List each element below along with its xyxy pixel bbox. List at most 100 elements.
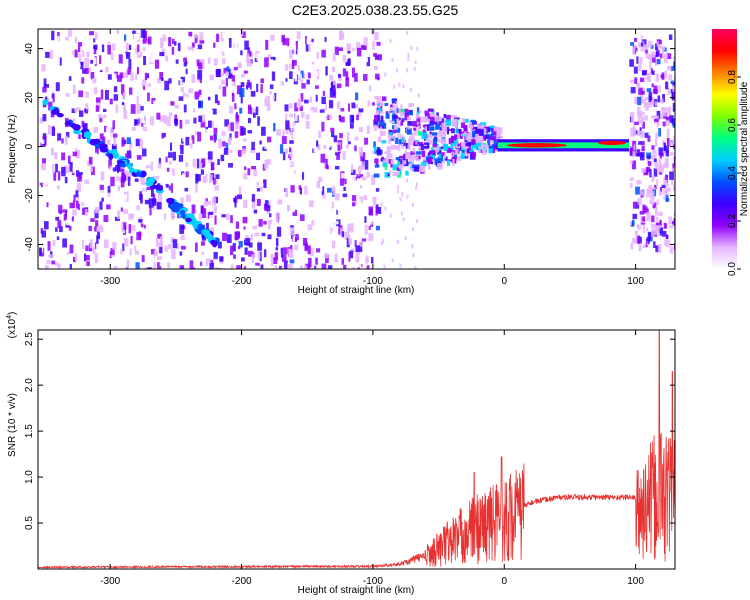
spectrogram-cell [57,133,62,142]
spectrogram-cell [425,126,428,132]
spectrogram-cell [125,153,129,158]
spectrogram-cell [239,87,245,98]
spectrogram-cell [396,68,399,73]
spectrogram-cell [352,202,356,207]
spectrogram-cell [265,205,271,212]
spectrogram-cell [640,130,645,139]
spectrogram-cell [158,157,161,165]
spectrogram-cell [373,52,377,57]
spectrogram-cell [429,154,436,161]
spectrogram-cell [493,135,497,141]
spectrogram-cell [359,196,364,203]
spectrogram-cell [207,151,213,160]
spectrogram-cell [225,78,228,87]
spectrogram-xtick-label: 100 [627,276,644,287]
spectrogram-cell [325,194,329,198]
spectrogram-cell [288,63,293,70]
spectrogram-cell [248,42,253,52]
spectrogram-cell [484,134,489,140]
spectrogram-cell [290,245,293,251]
spectrogram-cell [104,125,107,133]
spectrogram-cell [40,266,43,269]
spectrogram-cell [327,265,333,269]
spectrogram-cell [633,144,636,151]
spectrogram-cell [629,183,633,188]
spectrogram-cell [71,108,76,114]
spectrogram-cell [199,40,205,44]
spectrogram-cell [182,106,185,116]
spectrogram-cell [264,57,269,68]
spectrogram-cell [420,161,427,167]
spectrogram-track-point [108,153,114,160]
spectrogram-cell [157,35,160,42]
spectrogram-cell [75,170,80,177]
spectrogram-cell [54,117,59,128]
spectrogram-cell [367,100,371,107]
spectrogram-cell [258,192,262,199]
spectrogram-cell [404,236,407,241]
spectrogram-cell [389,110,395,113]
spectrogram-cell [377,114,380,122]
spectrogram-cell [43,177,48,185]
spectrogram-cell [284,104,289,112]
spectrogram-cell [147,36,152,45]
spectrogram-cell [118,165,122,172]
spectrogram-cell [629,177,634,181]
spectrogram-cell [306,37,311,45]
spectrogram-track-point [64,121,72,126]
spectrogram-cell [250,90,256,97]
spectrogram-cell [407,125,411,130]
spectrogram-track-point [50,109,60,115]
spectrogram-cell [637,42,641,48]
spectrogram-cell [88,225,92,232]
spectrogram-cell [172,239,178,249]
spectrogram-track-point [94,143,100,149]
spectrogram-cell [56,236,60,241]
spectrogram-cell [282,38,288,46]
spectrogram-cell [275,247,279,251]
spectrogram-ytick-label: 40 [24,43,35,55]
spectrogram-cell [412,120,417,127]
spectrogram-cell [439,154,444,162]
spectrogram-cell [214,185,220,191]
spectrogram-cell [328,100,334,109]
spectrogram-cell [203,201,208,207]
spectrogram-cell [221,142,226,151]
spectrogram-cell [140,51,143,57]
spectrogram-cell [244,247,248,255]
spectrogram-cell [99,201,103,210]
spectrogram-cell [56,35,60,44]
spectrogram-cell [244,40,249,50]
spectrogram-cell [638,62,642,72]
spectrogram-cell [398,123,402,127]
spectrogram-cell [395,100,398,105]
spectrogram-cell [279,176,282,185]
spectrogram-cell [665,116,671,121]
spectrogram-cell [130,79,134,87]
spectrogram-cell [368,85,372,92]
spectrogram-cell [171,214,174,220]
spectrogram-cell [341,38,346,44]
spectrogram-cell [72,200,75,209]
spectrogram-cell [631,160,637,170]
spectrogram-cell [412,147,415,153]
spectrogram-cell [213,133,216,143]
spectrogram-cell [218,52,223,58]
spectrogram-cell [125,70,130,75]
spectrogram-cell [79,110,84,117]
spectrogram-cell [443,153,447,159]
spectrogram-cell [357,112,361,117]
spectrogram-cell [237,64,242,68]
spectrogram-cell [278,158,283,168]
spectrogram-cell [184,268,190,269]
spectrogram-cell [339,132,343,139]
spectrogram-cell [263,85,268,92]
spectrogram-cell [142,39,147,44]
spectrogram-cell [640,45,646,52]
spectrogram-cell [51,260,56,265]
spectrogram-cell [52,93,55,103]
spectrogram-cell [101,197,104,202]
spectrogram-cell [159,71,164,80]
spectrogram-cell [299,187,303,195]
